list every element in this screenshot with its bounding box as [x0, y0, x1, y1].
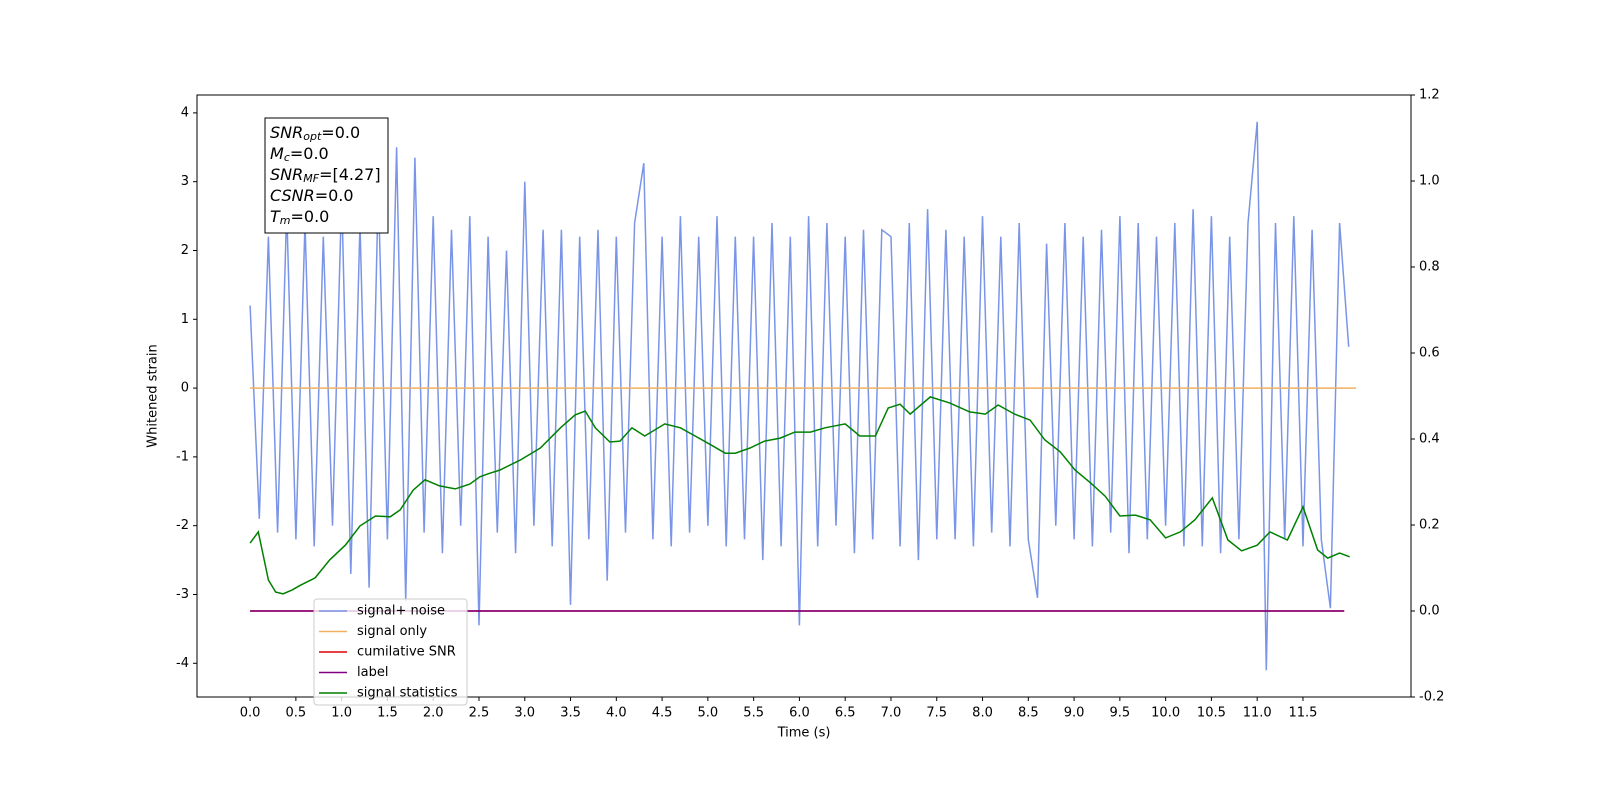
y-tick-label: 2	[181, 243, 189, 258]
annotation: CSNR=0.0	[270, 186, 354, 205]
annotation-symbol: M	[270, 144, 284, 163]
annotation: Tm=0.0	[270, 207, 329, 228]
x-tick-label: 4.0	[606, 706, 627, 721]
y2-tick-label: 1.2	[1419, 88, 1440, 103]
x-tick-label: 10.5	[1197, 706, 1226, 721]
x-tick-label: 1.5	[377, 706, 398, 721]
annotation: Mc=0.0	[270, 144, 329, 165]
annotation-symbol: CSNR	[270, 186, 315, 205]
y-tick-label: 4	[181, 105, 189, 120]
annotation-subscript: m	[280, 214, 291, 227]
x-tick-label: 10.0	[1151, 706, 1180, 721]
y2-tick-label: 1.0	[1419, 174, 1440, 189]
annotation-subscript: opt	[303, 130, 322, 143]
plot-frame	[196, 94, 1412, 698]
x-tick-label: 0.5	[286, 706, 307, 721]
annotation: SNRopt=0.0	[270, 123, 360, 144]
y2-tick-label: 0.4	[1419, 432, 1440, 447]
y2-tick-label: 0.2	[1419, 518, 1440, 533]
annotation-text: =[4.27]	[319, 165, 381, 184]
series-line	[249, 121, 1350, 671]
x-tick-label: 5.5	[743, 706, 764, 721]
annotation-text: =0.0	[291, 207, 330, 226]
y-tick-label: -4	[176, 656, 189, 671]
y-tick-label: -3	[176, 587, 189, 602]
x-tick-label: 3.0	[514, 706, 535, 721]
x-tick-label: 9.0	[1064, 706, 1085, 721]
y-tick-label: 0	[181, 381, 189, 396]
x-tick-label: 2.5	[469, 706, 490, 721]
legend-label: signal statistics	[357, 686, 458, 701]
y2-tick-label: 0.6	[1419, 346, 1440, 361]
annotation-symbol: SNR	[270, 123, 303, 142]
series-line	[249, 396, 1350, 595]
x-tick-label: 0.0	[240, 706, 261, 721]
x-tick-label: 7.5	[926, 706, 947, 721]
x-tick-label: 8.5	[1018, 706, 1039, 721]
x-tick-label: 9.5	[1110, 706, 1131, 721]
annotation-symbol: T	[270, 207, 281, 226]
x-tick-label: 6.5	[835, 706, 856, 721]
x-tick-label: 5.0	[698, 706, 719, 721]
annotation-box	[264, 117, 389, 234]
y2-tick-label: -0.2	[1419, 690, 1444, 705]
annotation: SNRMF=[4.27]	[270, 165, 381, 186]
annotation-text: =0.0	[321, 123, 360, 142]
legend-label: signal+ noise	[357, 604, 445, 619]
legend-label: signal only	[357, 624, 427, 639]
y2-tick-label: 0.8	[1419, 260, 1440, 275]
legend-label: cumilative SNR	[357, 645, 456, 660]
annotation-symbol: SNR	[270, 165, 303, 184]
annotation-text: =0.0	[315, 186, 354, 205]
x-tick-label: 8.0	[972, 706, 993, 721]
legend-label: label	[357, 665, 388, 680]
x-tick-label: 6.0	[789, 706, 810, 721]
y-tick-label: -2	[176, 518, 189, 533]
y-tick-label: 1	[181, 312, 189, 327]
y-tick-label: 3	[181, 174, 189, 189]
y-axis-label: Whitened strain	[146, 344, 161, 447]
annotation-text: =0.0	[290, 144, 329, 163]
x-tick-label: 11.0	[1243, 706, 1272, 721]
x-tick-label: 1.0	[331, 706, 352, 721]
annotation-subscript: MF	[303, 172, 319, 185]
y-tick-label: -1	[176, 449, 189, 464]
y2-tick-label: 0.0	[1419, 604, 1440, 619]
x-tick-label: 7.0	[881, 706, 902, 721]
x-tick-label: 4.5	[652, 706, 673, 721]
x-axis-label: Time (s)	[777, 726, 831, 741]
annotation-subscript: c	[284, 151, 290, 164]
x-tick-label: 11.5	[1288, 706, 1317, 721]
x-tick-label: 2.0	[423, 706, 444, 721]
x-tick-label: 3.5	[560, 706, 581, 721]
legend-box	[313, 598, 468, 706]
